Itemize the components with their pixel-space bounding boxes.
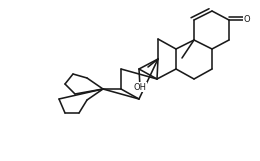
Text: O: O: [244, 15, 250, 24]
Text: OH: OH: [133, 82, 146, 91]
